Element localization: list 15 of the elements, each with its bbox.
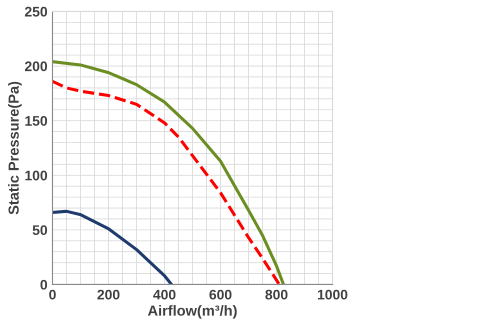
- line-series: [52, 210, 174, 284]
- y-axis-title: Static Pressure(Pa): [8, 82, 22, 214]
- x-tick-label: 200: [97, 290, 120, 300]
- x-tick-label: 400: [153, 290, 176, 300]
- y-tick-label: 50: [32, 225, 48, 236]
- y-tick-label: 250: [24, 6, 48, 17]
- y-tick-label: 100: [25, 170, 48, 180]
- x-tick-label: 1000: [318, 290, 348, 300]
- x-tick-label: 800: [265, 290, 288, 300]
- y-tick-label: 200: [24, 61, 48, 72]
- x-axis-title: Airflow(m³/h): [148, 305, 237, 319]
- y-tick-label: 150: [25, 116, 48, 126]
- x-tick-label: 600: [209, 290, 232, 300]
- x-tick-label: 0: [49, 290, 56, 300]
- y-tick-label: 0: [40, 280, 48, 290]
